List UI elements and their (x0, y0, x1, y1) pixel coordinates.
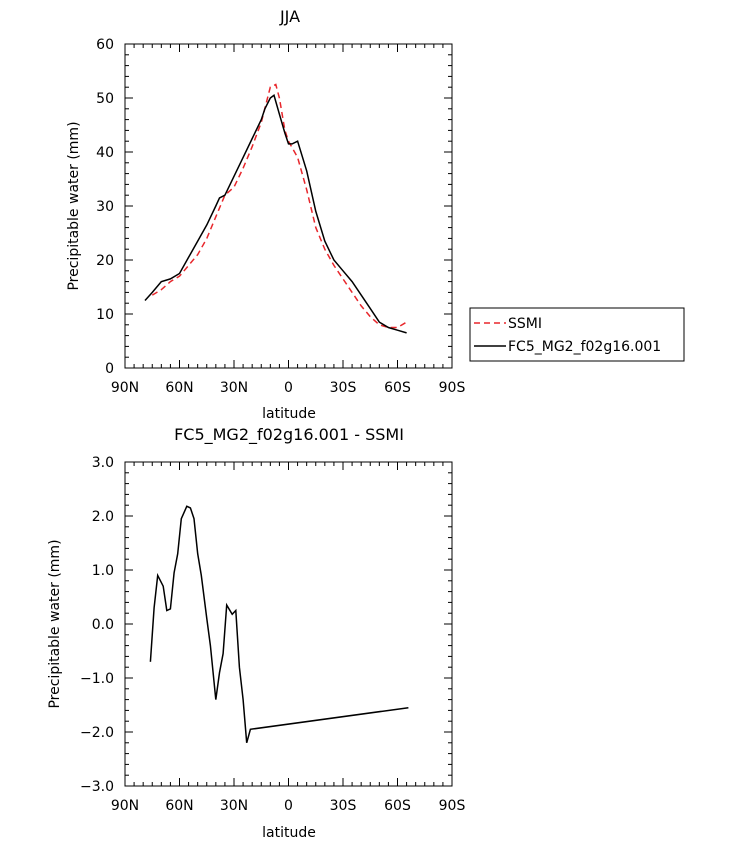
y-tick-label: 2.0 (92, 509, 114, 525)
top-series-lines (144, 83, 407, 334)
bottom-series-lines (149, 505, 409, 743)
x-tick-label: 30N (220, 380, 248, 396)
top-x-axis-label: latitude (262, 406, 316, 422)
bottom-y-tick-labels: −3.0 −2.0 −1.0 0.0 1.0 2.0 3.0 (80, 455, 114, 795)
top-series-line-fc5-mg2-f02g16-001 (144, 94, 407, 334)
y-tick-label: 20 (96, 253, 114, 269)
y-tick-label: 3.0 (92, 455, 114, 471)
bottom-chart-title: FC5_MG2_f02g16.001 - SSMI (174, 425, 404, 445)
top-y-tick-labels: 0 10 20 30 40 50 60 (96, 37, 114, 377)
x-tick-label: 90S (439, 798, 466, 814)
top-panel: JJA 90N 60N 30N 0 30S 60S 90S 0 10 20 30 40 50 60 la… (66, 7, 465, 422)
x-tick-label: 0 (284, 798, 293, 814)
y-tick-label: −1.0 (80, 671, 114, 687)
y-tick-label: 1.0 (92, 563, 114, 579)
x-tick-label: 90N (111, 798, 139, 814)
y-tick-label: −3.0 (80, 779, 114, 795)
y-tick-label: 60 (96, 37, 114, 53)
bottom-x-axis-label: latitude (262, 825, 316, 841)
x-tick-label: 60N (165, 380, 193, 396)
legend-box (469, 307, 685, 362)
x-tick-label: 90S (439, 380, 466, 396)
top-chart-title: JJA (279, 7, 300, 26)
top-plot-frame (124, 43, 453, 369)
top-y-axis-label: Precipitable water (mm) (66, 121, 82, 290)
y-tick-label: 10 (96, 307, 114, 323)
x-tick-label: 90N (111, 380, 139, 396)
x-tick-label: 60N (165, 798, 193, 814)
top-ticks (124, 43, 453, 369)
legend-label-ssmi: SSMI (508, 316, 542, 332)
legend: SSMI FC5_MG2_f02g16.001 (469, 307, 685, 362)
bottom-y-axis-label: Precipitable water (mm) (47, 539, 63, 708)
y-tick-label: 40 (96, 145, 114, 161)
bottom-x-tick-labels: 90N 60N 30N 0 30S 60S 90S (111, 798, 466, 814)
y-tick-label: −2.0 (80, 725, 114, 741)
bottom-panel: FC5_MG2_f02g16.001 - SSMI 90N 60N 30N 0 30S 6… (47, 425, 465, 841)
x-tick-label: 30N (220, 798, 248, 814)
x-tick-label: 0 (284, 380, 293, 396)
x-tick-label: 60S (384, 798, 411, 814)
bottom-ticks (124, 461, 453, 787)
top-x-tick-labels: 90N 60N 30N 0 30S 60S 90S (111, 380, 466, 396)
x-tick-label: 30S (330, 380, 357, 396)
bottom-series-line-difference (149, 505, 409, 743)
y-tick-label: 0 (105, 361, 114, 377)
top-series-line-ssmi (151, 83, 407, 329)
y-tick-label: 0.0 (92, 617, 114, 633)
x-tick-label: 60S (384, 380, 411, 396)
x-tick-label: 30S (330, 798, 357, 814)
y-tick-label: 30 (96, 199, 114, 215)
legend-label-model: FC5_MG2_f02g16.001 (508, 339, 661, 355)
bottom-plot-frame (124, 461, 453, 787)
y-tick-label: 50 (96, 91, 114, 107)
